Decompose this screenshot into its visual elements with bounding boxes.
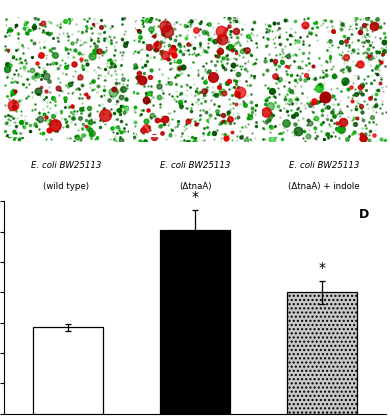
Text: (wild type): (wild type) xyxy=(43,182,89,191)
Text: *: * xyxy=(191,190,199,204)
Bar xyxy=(33,327,103,414)
Bar xyxy=(287,293,357,414)
Text: E. coli BW25113: E. coli BW25113 xyxy=(289,161,359,170)
Text: B: B xyxy=(135,21,144,31)
Text: (ΔtnaA): (ΔtnaA) xyxy=(179,182,211,191)
Text: D: D xyxy=(359,208,370,221)
Text: *: * xyxy=(319,261,326,275)
Text: (ΔtnaA) + indole: (ΔtnaA) + indole xyxy=(288,182,360,191)
Text: E. coli BW25113: E. coli BW25113 xyxy=(160,161,230,170)
Text: A: A xyxy=(6,21,15,31)
Bar xyxy=(160,230,230,414)
Text: E. coli BW25113: E. coli BW25113 xyxy=(31,161,101,170)
Text: C: C xyxy=(264,21,273,31)
